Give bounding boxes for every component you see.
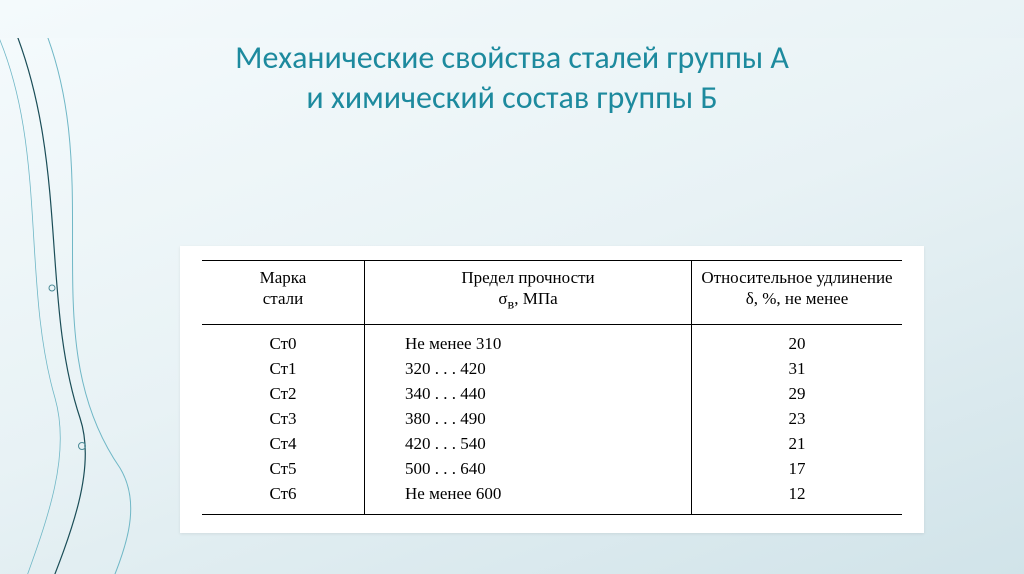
- cell-delta: 12: [692, 482, 903, 514]
- cell-brand: Ст6: [202, 482, 365, 514]
- col-header-delta: Относительное удлинениеδ, %, не менее: [692, 261, 903, 325]
- cell-delta: 23: [692, 407, 903, 432]
- properties-table: Маркастали Предел прочностиσв, МПа Относ…: [202, 260, 902, 515]
- cell-delta: 17: [692, 457, 903, 482]
- table-row: Ст5500 . . . 64017: [202, 457, 902, 482]
- title-line-1: Механические свойства сталей группы А: [235, 38, 789, 77]
- cell-brand: Ст5: [202, 457, 365, 482]
- page-title: Механические свойства сталей группы А и …: [122, 38, 902, 118]
- cell-delta: 20: [692, 325, 903, 357]
- cell-sigma: 420 . . . 540: [365, 432, 692, 457]
- cell-delta: 29: [692, 382, 903, 407]
- cell-sigma: Не менее 600: [365, 482, 692, 514]
- cell-sigma: 500 . . . 640: [365, 457, 692, 482]
- table-row: Ст1320 . . . 42031: [202, 357, 902, 382]
- col-header-sigma: Предел прочностиσв, МПа: [365, 261, 692, 325]
- cell-brand: Ст4: [202, 432, 365, 457]
- table-row: Ст4420 . . . 54021: [202, 432, 902, 457]
- cell-brand: Ст0: [202, 325, 365, 357]
- table-body: Ст0Не менее 31020Ст1320 . . . 42031Ст234…: [202, 325, 902, 515]
- col-header-brand: Маркастали: [202, 261, 365, 325]
- cell-sigma: 320 . . . 420: [365, 357, 692, 382]
- cell-sigma: Не менее 310: [365, 325, 692, 357]
- properties-table-container: Маркастали Предел прочностиσв, МПа Относ…: [180, 246, 924, 533]
- table-row: Ст6Не менее 60012: [202, 482, 902, 514]
- table-row: Ст2340 . . . 44029: [202, 382, 902, 407]
- cell-brand: Ст2: [202, 382, 365, 407]
- table-row: Ст0Не менее 31020: [202, 325, 902, 357]
- cell-sigma: 340 . . . 440: [365, 382, 692, 407]
- cell-delta: 21: [692, 432, 903, 457]
- cell-brand: Ст1: [202, 357, 365, 382]
- cell-sigma: 380 . . . 490: [365, 407, 692, 432]
- cell-brand: Ст3: [202, 407, 365, 432]
- table-header-row: Маркастали Предел прочностиσв, МПа Относ…: [202, 261, 902, 325]
- cell-delta: 31: [692, 357, 903, 382]
- title-line-2: и химический состав группы Б: [306, 78, 717, 117]
- table-row: Ст3380 . . . 49023: [202, 407, 902, 432]
